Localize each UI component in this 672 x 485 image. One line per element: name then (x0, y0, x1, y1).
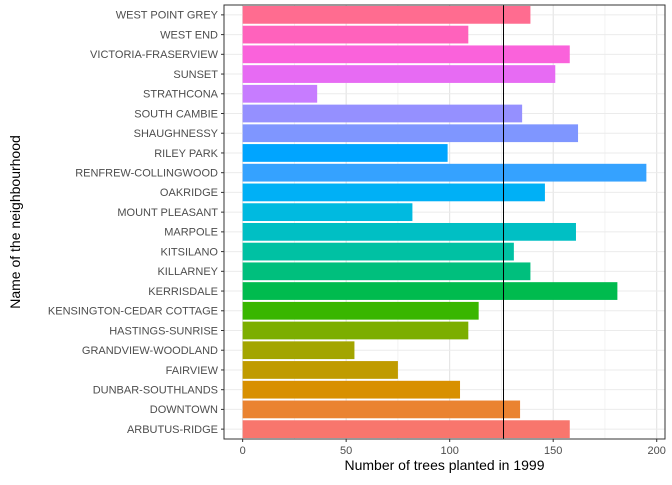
bar-marpole (242, 222, 576, 241)
x-tick-label: 200 (648, 445, 666, 457)
bar-kitsilano (242, 242, 514, 261)
y-tick-label: FAIRVIEW (166, 365, 219, 377)
bar-killarney (242, 262, 531, 281)
x-tick-label: 100 (440, 445, 458, 457)
y-tick-label: HASTINGS-SUNRISE (109, 325, 218, 337)
bar-hastings-sunrise (242, 321, 469, 340)
bar-grandview-woodland (242, 341, 355, 360)
y-tick-label: KERRISDALE (148, 286, 218, 298)
y-tick-label: DOWNTOWN (150, 404, 218, 416)
x-tick-label: 0 (240, 445, 246, 457)
y-tick-label: SOUTH CAMBIE (134, 108, 218, 120)
y-tick-label: WEST END (160, 29, 218, 41)
bar-kerrisdale (242, 282, 618, 300)
y-tick-label: ARBUTUS-RIDGE (127, 424, 218, 436)
y-tick-label: MOUNT PLEASANT (117, 207, 218, 219)
x-axis-title: Number of trees planted in 1999 (344, 457, 544, 473)
bar-renfrew-collingwood (242, 163, 647, 182)
bar-fairview (242, 361, 398, 379)
bar-dunbar-southlands (242, 380, 461, 399)
bar-victoria-fraserview (242, 45, 570, 64)
y-tick-label: OAKRIDGE (160, 187, 218, 199)
y-tick-label: DUNBAR-SOUTHLANDS (93, 384, 218, 396)
y-tick-label: RENFREW-COLLINGWOOD (75, 167, 218, 179)
y-tick-label: STRATHCONA (143, 89, 219, 101)
y-tick-label: SHAUGHNESSY (134, 128, 219, 140)
y-tick-labels: ARBUTUS-RIDGE DOWNTOWN DUNBAR-SOUTHLANDS FA… (48, 10, 224, 436)
bar-south-cambie (242, 104, 523, 123)
y-axis-title: Name of the neighbourhood (7, 135, 23, 309)
y-tick-label: KILLARNEY (157, 266, 218, 278)
bar-arbutus-ridge (242, 420, 570, 439)
y-tick-label: RILEY PARK (154, 148, 218, 160)
y-tick-label: GRANDVIEW-WOODLAND (82, 345, 218, 357)
y-tick-label: SUNSET (173, 69, 218, 81)
x-tick-labels: 0 50 100 150 200 (240, 439, 666, 457)
x-tick-label: 150 (544, 445, 562, 457)
bar-kensington-cedar-cottage (242, 301, 479, 320)
bar-west-point-grey (242, 5, 531, 24)
bar-mount-pleasant (242, 203, 413, 222)
bar-riley-park (242, 144, 448, 162)
y-tick-label: KENSINGTON-CEDAR COTTAGE (48, 306, 218, 318)
y-tick-label: WEST POINT GREY (116, 10, 219, 22)
bar-west-end (242, 25, 469, 44)
bar-shaughnessy (242, 124, 579, 143)
bar-sunset (242, 65, 556, 83)
y-tick-label: KITSILANO (161, 246, 219, 258)
panel-border (223, 4, 666, 440)
x-tick-label: 50 (340, 445, 352, 457)
bar-downtown (242, 400, 521, 419)
y-tick-label: VICTORIA-FRASERVIEW (90, 49, 219, 61)
bars (242, 5, 647, 439)
y-tick-label: MARPOLE (164, 227, 218, 239)
bar-oakridge (242, 183, 545, 202)
bar-strathcona (242, 84, 318, 103)
